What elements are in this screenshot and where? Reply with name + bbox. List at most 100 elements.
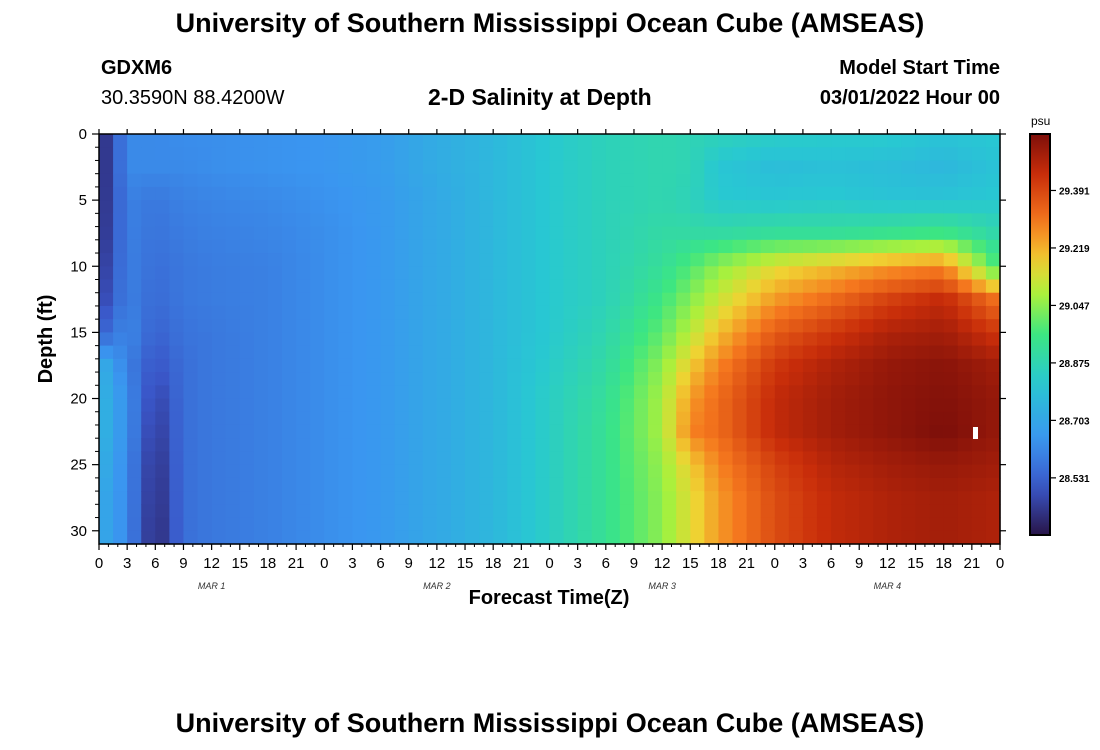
- heatmap-cell: [633, 504, 649, 519]
- heatmap-cell: [324, 226, 339, 241]
- heatmap-cell: [211, 213, 227, 228]
- heatmap-cell: [971, 160, 987, 175]
- heatmap-cell: [338, 186, 354, 201]
- heatmap-cell: [338, 345, 354, 360]
- heatmap-cell: [873, 319, 888, 333]
- heatmap-cell: [310, 266, 325, 281]
- heatmap-cell: [859, 173, 874, 188]
- heatmap-cell: [957, 345, 973, 360]
- heatmap-cell: [845, 279, 860, 294]
- heatmap-cell: [380, 385, 396, 400]
- heatmap-cell: [535, 253, 551, 267]
- heatmap-cell: [676, 477, 691, 492]
- heatmap-cell: [535, 173, 551, 188]
- heatmap-cell: [746, 477, 762, 492]
- heatmap-cell: [676, 200, 691, 214]
- heatmap-cell: [197, 385, 213, 400]
- heatmap-cell: [676, 372, 691, 386]
- x-tick-label: 21: [964, 555, 981, 572]
- heatmap-cell: [633, 239, 649, 254]
- heatmap-cell: [99, 438, 114, 453]
- heatmap-cell: [915, 239, 931, 254]
- heatmap-cell: [324, 292, 339, 307]
- heatmap-cell: [197, 173, 213, 188]
- heatmap-cell: [746, 239, 762, 254]
- heatmap-cell: [605, 504, 621, 519]
- heatmap-cell: [760, 491, 776, 505]
- heatmap-cell: [113, 372, 128, 386]
- heatmap-cell: [901, 424, 917, 439]
- heatmap-cell: [718, 398, 734, 413]
- x-tick-label: 0: [545, 555, 553, 572]
- heatmap-cell: [296, 424, 311, 439]
- heatmap-cell: [971, 332, 987, 347]
- heatmap-cell: [845, 305, 860, 320]
- heatmap-cell: [901, 451, 917, 466]
- heatmap-cell: [704, 530, 720, 545]
- heatmap-cell: [225, 438, 241, 453]
- heatmap-cell: [704, 305, 720, 320]
- heatmap-cell: [577, 451, 593, 466]
- heatmap-cell: [450, 226, 466, 241]
- heatmap-cell: [746, 226, 762, 241]
- heatmap-cell: [211, 226, 227, 241]
- heatmap-cell: [169, 385, 185, 400]
- heatmap-cell: [169, 438, 185, 453]
- heatmap-cell: [845, 253, 860, 267]
- heatmap-cell: [943, 279, 959, 294]
- heatmap-cell: [943, 372, 959, 386]
- heatmap-cell: [394, 491, 410, 505]
- heatmap-cell: [859, 253, 874, 267]
- heatmap-cell: [774, 200, 790, 214]
- heatmap-cell: [577, 173, 593, 188]
- heatmap-cell: [577, 332, 593, 347]
- heatmap-cell: [310, 213, 325, 228]
- heatmap-cell: [718, 517, 734, 532]
- heatmap-cell: [845, 451, 860, 466]
- heatmap-cell: [704, 372, 720, 386]
- heatmap-cell: [760, 332, 776, 347]
- heatmap-cell: [197, 305, 213, 320]
- heatmap-cell: [296, 504, 311, 519]
- heatmap-cell: [718, 451, 734, 466]
- heatmap-cell: [549, 292, 565, 307]
- heatmap-cell: [816, 200, 832, 214]
- heatmap-cell: [127, 292, 142, 307]
- heatmap-cell: [267, 477, 283, 492]
- heatmap-cell: [211, 239, 227, 254]
- heatmap-cell: [211, 398, 227, 413]
- heatmap-cell: [183, 332, 199, 347]
- heatmap-cell: [197, 332, 213, 347]
- heatmap-cell: [915, 332, 931, 347]
- heatmap-cell: [676, 358, 691, 373]
- heatmap-cell: [366, 253, 382, 267]
- heatmap-cell: [183, 266, 199, 281]
- heatmap-cell: [465, 147, 480, 162]
- heatmap-cell: [197, 226, 213, 241]
- heatmap-cell: [211, 279, 227, 294]
- heatmap-cell: [366, 464, 382, 479]
- heatmap-cell: [169, 398, 185, 413]
- heatmap-cell: [816, 186, 832, 201]
- heatmap-cell: [633, 411, 649, 426]
- heatmap-cell: [422, 477, 438, 492]
- x-tick-label: 12: [654, 555, 671, 572]
- heatmap-cell: [338, 226, 354, 241]
- heatmap-cell: [873, 451, 888, 466]
- heatmap-cell: [127, 491, 142, 505]
- heatmap-cell: [507, 385, 522, 400]
- heatmap-cell: [718, 266, 734, 281]
- heatmap-cell: [901, 385, 917, 400]
- heatmap-cell: [648, 147, 663, 162]
- heatmap-cell: [901, 372, 917, 386]
- heatmap-cell: [436, 226, 452, 241]
- heatmap-cell: [169, 186, 185, 201]
- heatmap-cell: [816, 173, 832, 188]
- heatmap-cell: [760, 451, 776, 466]
- heatmap-cell: [338, 464, 354, 479]
- day-label: MAR 3: [648, 581, 676, 591]
- heatmap-cell: [746, 438, 762, 453]
- heatmap-cell: [676, 305, 691, 320]
- heatmap-cell: [197, 464, 213, 479]
- heatmap-cell: [704, 438, 720, 453]
